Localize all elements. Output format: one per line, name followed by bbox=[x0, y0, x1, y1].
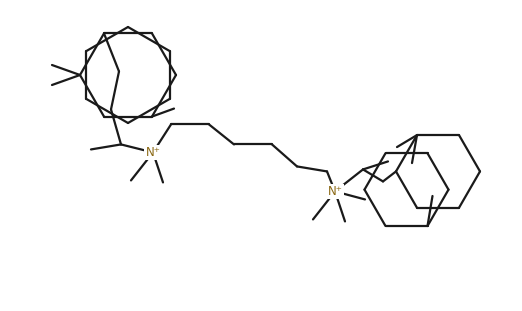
Text: N⁺: N⁺ bbox=[146, 146, 160, 159]
Text: N⁺: N⁺ bbox=[328, 185, 342, 198]
